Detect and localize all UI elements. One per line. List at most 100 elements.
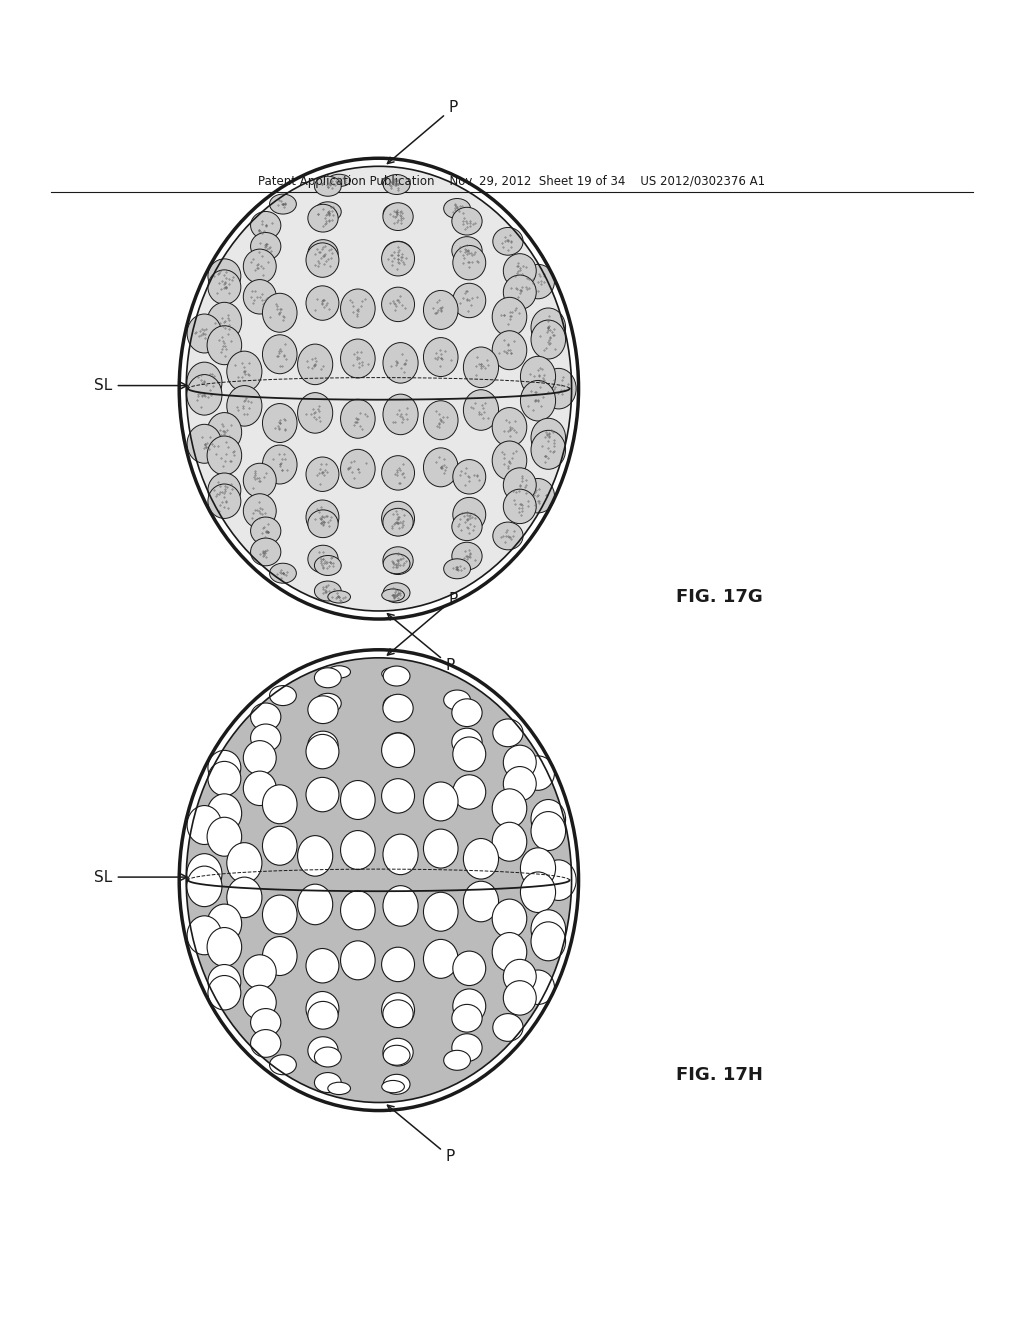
Ellipse shape [269,685,296,706]
Ellipse shape [244,280,276,314]
Ellipse shape [262,937,297,975]
Ellipse shape [314,668,341,688]
Ellipse shape [314,177,341,197]
Ellipse shape [244,494,276,528]
Ellipse shape [208,259,241,293]
Ellipse shape [251,1008,281,1036]
Ellipse shape [269,564,296,583]
Ellipse shape [453,989,485,1023]
Ellipse shape [314,693,341,713]
Ellipse shape [452,543,482,570]
Ellipse shape [464,389,499,430]
Ellipse shape [531,909,565,949]
Ellipse shape [298,392,333,433]
Ellipse shape [251,704,281,731]
Ellipse shape [383,546,413,574]
Ellipse shape [453,775,485,809]
Ellipse shape [298,884,333,925]
Ellipse shape [207,326,242,364]
Ellipse shape [504,960,537,994]
Ellipse shape [493,441,526,480]
Ellipse shape [382,589,404,601]
Ellipse shape [493,789,526,828]
Ellipse shape [251,539,281,566]
Ellipse shape [493,932,526,972]
Ellipse shape [383,1045,410,1065]
Ellipse shape [314,202,341,222]
Ellipse shape [186,866,222,907]
Ellipse shape [383,583,410,603]
Ellipse shape [493,1014,523,1041]
Ellipse shape [382,668,404,680]
Ellipse shape [186,854,222,894]
Ellipse shape [453,952,485,986]
Ellipse shape [262,445,297,484]
Ellipse shape [493,227,523,255]
Ellipse shape [208,484,241,519]
Ellipse shape [531,812,565,850]
Ellipse shape [383,694,413,722]
Ellipse shape [424,338,458,376]
Ellipse shape [251,211,281,239]
Ellipse shape [306,243,339,277]
Ellipse shape [314,1073,341,1093]
Ellipse shape [208,269,241,305]
Ellipse shape [306,777,339,812]
Ellipse shape [493,899,526,939]
Ellipse shape [521,970,554,1005]
Ellipse shape [464,347,499,388]
Ellipse shape [383,395,418,434]
Ellipse shape [186,362,222,403]
Ellipse shape [541,859,577,900]
Text: FIG. 17H: FIG. 17H [676,1065,763,1084]
Ellipse shape [306,286,339,321]
Ellipse shape [531,319,565,359]
Ellipse shape [382,502,415,536]
Ellipse shape [328,174,350,186]
Ellipse shape [187,424,221,463]
Ellipse shape [298,345,333,384]
Ellipse shape [187,916,221,954]
Ellipse shape [382,455,415,490]
Ellipse shape [520,873,556,912]
Ellipse shape [383,242,413,269]
Ellipse shape [504,981,537,1015]
Ellipse shape [493,523,523,550]
Ellipse shape [186,657,571,1102]
Ellipse shape [383,1074,410,1094]
Ellipse shape [341,830,375,870]
Ellipse shape [383,203,413,231]
Ellipse shape [306,991,339,1026]
Ellipse shape [306,949,339,983]
Ellipse shape [382,733,415,767]
Ellipse shape [504,275,537,309]
Ellipse shape [341,780,375,820]
Ellipse shape [262,335,297,374]
Ellipse shape [453,459,485,494]
Ellipse shape [269,1055,296,1074]
Ellipse shape [208,965,241,999]
Ellipse shape [308,510,338,537]
Ellipse shape [443,690,470,710]
Ellipse shape [244,741,276,775]
Ellipse shape [383,508,413,536]
Ellipse shape [383,343,418,383]
Ellipse shape [262,404,297,442]
Ellipse shape [308,240,338,268]
Ellipse shape [464,838,499,879]
Ellipse shape [269,194,296,214]
Ellipse shape [207,817,242,857]
Ellipse shape [493,822,526,861]
Ellipse shape [443,1051,470,1071]
Text: P: P [387,614,455,673]
Ellipse shape [251,1030,281,1057]
Text: P: P [387,100,458,164]
Ellipse shape [453,737,485,771]
Ellipse shape [226,351,262,392]
Text: FIG. 17G: FIG. 17G [676,587,763,606]
Ellipse shape [504,253,537,288]
Ellipse shape [306,734,339,768]
Ellipse shape [424,781,458,821]
Ellipse shape [207,904,242,942]
Ellipse shape [187,314,221,352]
